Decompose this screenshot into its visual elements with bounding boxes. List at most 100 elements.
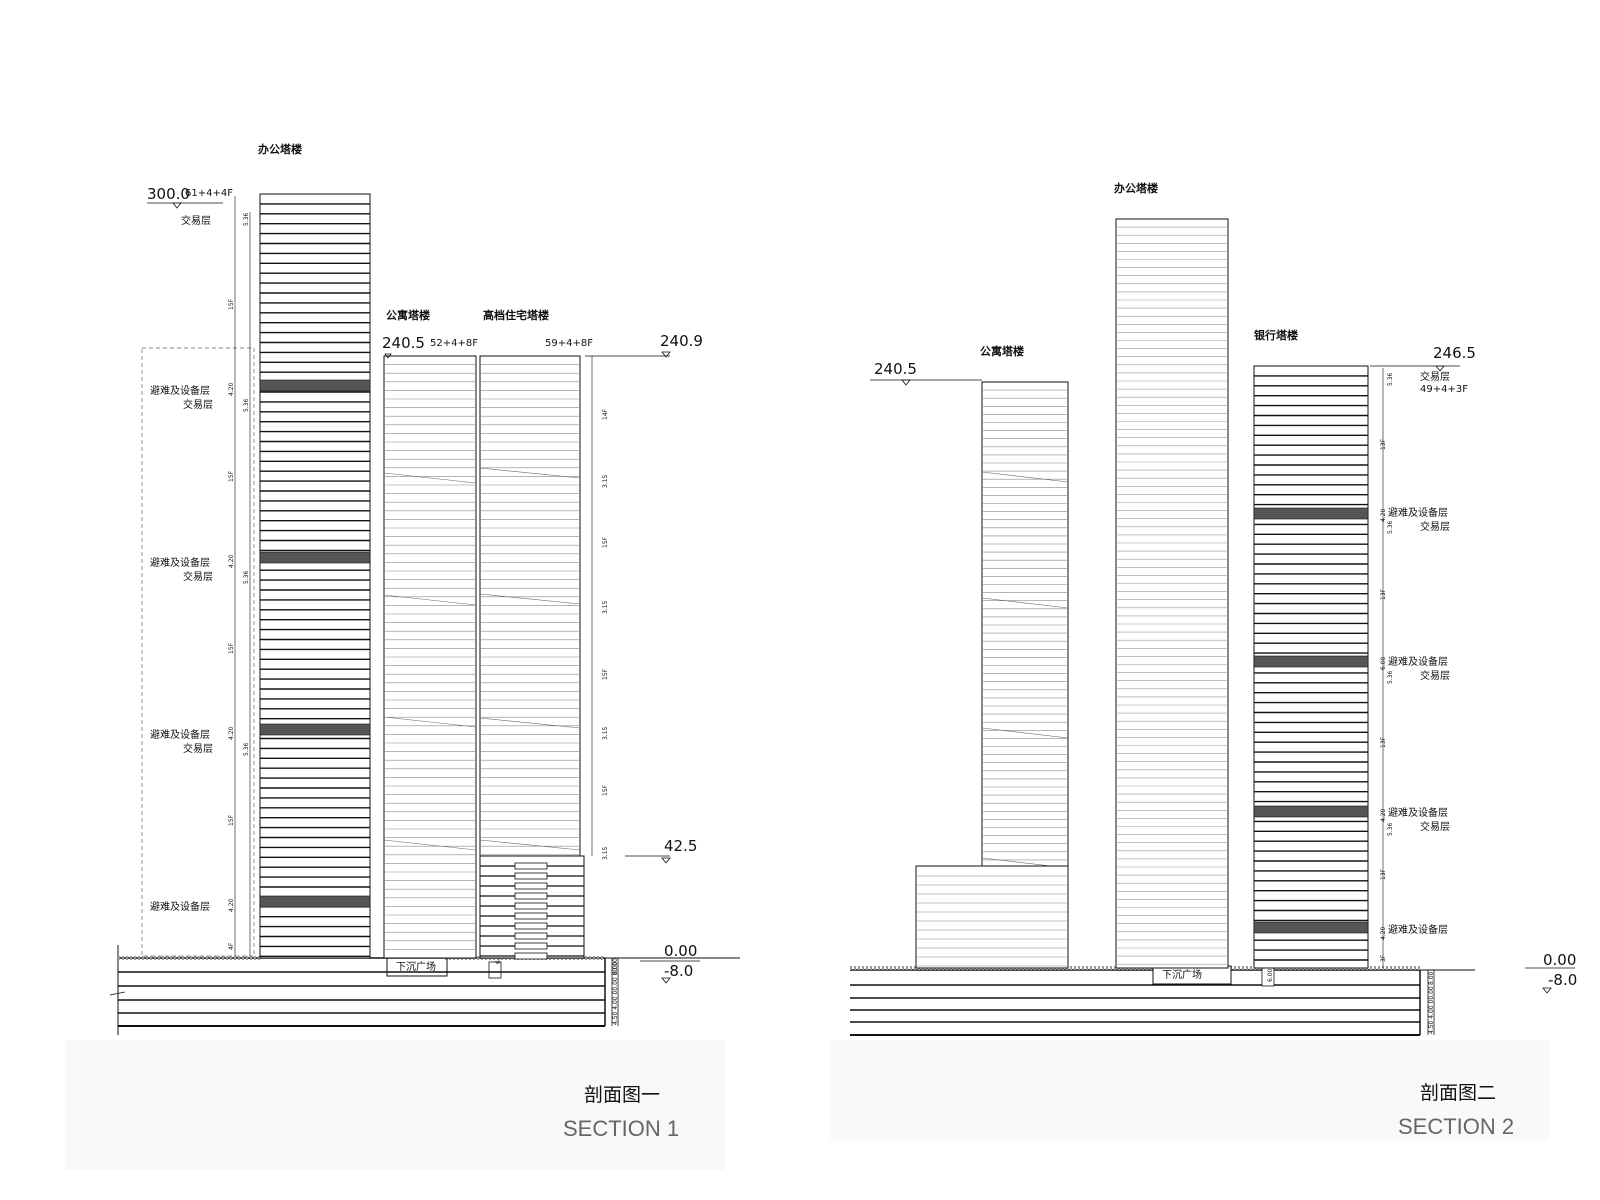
caption-panel-2 <box>830 1040 1550 1140</box>
section1-office-tower <box>259 193 371 959</box>
section1-basement <box>109 945 740 1035</box>
section1-dim-315-c: 3.15 <box>602 726 609 740</box>
section2-trade-3: 交易层 <box>1420 820 1450 833</box>
transfer-line <box>479 467 581 479</box>
podium-stair <box>514 872 548 880</box>
caption-panel-1 <box>65 1040 725 1170</box>
section1-dim-15f-g: 15F <box>602 784 609 796</box>
section1-dim-536-a: 5.36 <box>243 212 250 226</box>
section2-dim-420-b: 4.20 <box>1380 808 1387 822</box>
section1-apartment-elev: 240.5 <box>382 334 425 352</box>
section1-dim-315-a: 3.15 <box>602 474 609 488</box>
transfer-line <box>981 727 1069 739</box>
section2-office-label: 办公塔楼 <box>1114 181 1158 195</box>
section1-podium-elev: 42.5 <box>664 837 697 855</box>
s2-office-outline <box>1115 218 1229 969</box>
section2-plaza-label: 下沉广场 <box>1162 968 1202 981</box>
section1-residential-label: 高档住宅塔楼 <box>483 308 549 322</box>
section2-trade-1: 交易层 <box>1420 520 1450 533</box>
section2-dim-600-b: 6.00 <box>1380 656 1387 670</box>
section1-dim-536-b: 5.36 <box>243 398 250 412</box>
section1-trade-1: 交易层 <box>183 398 213 411</box>
section1-dim-420-d: 4.20 <box>228 898 235 912</box>
section1-dim-15f-f: 15F <box>602 668 609 680</box>
podium-stair <box>514 932 548 940</box>
section2-apartment-label: 公寓塔楼 <box>980 344 1024 358</box>
transfer-line <box>479 839 581 851</box>
transfer-line <box>383 839 477 851</box>
refuge-floor-band <box>259 551 371 564</box>
transfer-line <box>981 471 1069 483</box>
section1-apartment-tower <box>383 355 477 959</box>
section2-dim-536-b: 5.36 <box>1387 520 1394 534</box>
section1-dim-800: 8.00 <box>612 961 619 975</box>
section1-trade-3: 交易层 <box>183 742 213 755</box>
podium-stair <box>514 892 548 900</box>
section2-bank-label: 银行塔楼 <box>1254 328 1298 342</box>
section2-dim-536-d: 5.36 <box>1387 822 1394 836</box>
section1-dim-15f-e: 15F <box>602 536 609 548</box>
section2-dim-536-c: 5.36 <box>1387 670 1394 684</box>
section2-bank-elev: 246.5 <box>1433 344 1476 362</box>
section2-dim-536-a: 5.36 <box>1387 372 1394 386</box>
s1-office-outline <box>259 193 371 959</box>
section2-zero-elev: 0.00 <box>1543 951 1576 969</box>
transfer-line <box>479 593 581 605</box>
section1-office-elev: 300.0 <box>147 185 190 203</box>
section1-residential-floors: 59+4+8F <box>545 338 593 349</box>
section2-dim-800: 8.00 <box>1428 971 1435 985</box>
section2-office-tower <box>1115 218 1229 969</box>
section1-dashed-zone <box>141 347 255 957</box>
refuge-floor-band <box>1253 655 1369 668</box>
section2-refuge-3: 避难及设备层 <box>1388 806 1448 819</box>
section2-refuge-1: 避难及设备层 <box>1388 506 1448 519</box>
section1-dim-15f-c: 15F <box>228 642 235 654</box>
section1-dim-315-d: 3.15 <box>602 846 609 860</box>
section1-refuge-3: 避难及设备层 <box>150 728 210 741</box>
section1-dim-315-b: 3.15 <box>602 600 609 614</box>
section1-apartment-floors: 52+4+8F <box>430 338 478 349</box>
section1-dim-14f: 14F <box>602 408 609 420</box>
section1-office-floors: 61+4+4F <box>185 188 233 199</box>
section2-dim-420-c: 4.20 <box>1380 926 1387 940</box>
section2-bank-top-trade: 交易层 <box>1420 370 1450 383</box>
section2-refuge-2: 避难及设备层 <box>1388 655 1448 668</box>
section1-apartment-label: 公寓塔楼 <box>386 308 430 322</box>
section1-office-label: 办公塔楼 <box>258 142 302 156</box>
section2-dim-13f-b: 13F <box>1380 588 1387 600</box>
section2-apartment-elev: 240.5 <box>874 360 917 378</box>
section1-refuge-4: 避难及设备层 <box>150 900 210 913</box>
section1-trade-2: 交易层 <box>183 570 213 583</box>
section2-dim-420-a: 4.20 <box>1380 508 1387 522</box>
section2-bank-floors: 49+4+3F <box>1420 384 1468 395</box>
section2-dim-3f: 3F <box>1380 954 1387 962</box>
podium-stair <box>514 952 548 960</box>
section1-refuge-2: 避难及设备层 <box>150 556 210 569</box>
refuge-floor-band <box>259 723 371 736</box>
podium-stair <box>514 902 548 910</box>
section2-dim-13f-c: 13F <box>1380 736 1387 748</box>
section1-dim-420-c: 4.20 <box>228 726 235 740</box>
section1-dim-4f: 4F <box>228 942 235 950</box>
refuge-floor-band <box>259 379 371 392</box>
section2-dim-base: 4.50 4.00 00.00 <box>1428 986 1435 1034</box>
refuge-floor-band <box>259 895 371 908</box>
section2-bank-tower <box>1253 365 1369 969</box>
transfer-line <box>383 594 477 606</box>
section1-dim-15f-a: 15F <box>228 298 235 310</box>
podium-stair <box>514 942 548 950</box>
podium-stair <box>514 882 548 890</box>
section2-caption-cn: 剖面图二 <box>1420 1082 1496 1104</box>
transfer-line <box>383 716 477 728</box>
podium-stair <box>514 922 548 930</box>
transfer-line <box>383 472 477 484</box>
section2-apartment-tower <box>915 381 1069 969</box>
section1-dim-15f-d: 15F <box>228 814 235 826</box>
section1-dim-420-b: 4.20 <box>228 554 235 568</box>
section1-zero-elev: 0.00 <box>664 942 697 960</box>
section1-office-top-trade: 交易层 <box>181 214 211 227</box>
section1-dim-420-a: 4.20 <box>228 382 235 396</box>
section2-minus-elev: -8.0 <box>1548 971 1577 989</box>
section1-caption-cn: 剖面图一 <box>584 1084 660 1106</box>
